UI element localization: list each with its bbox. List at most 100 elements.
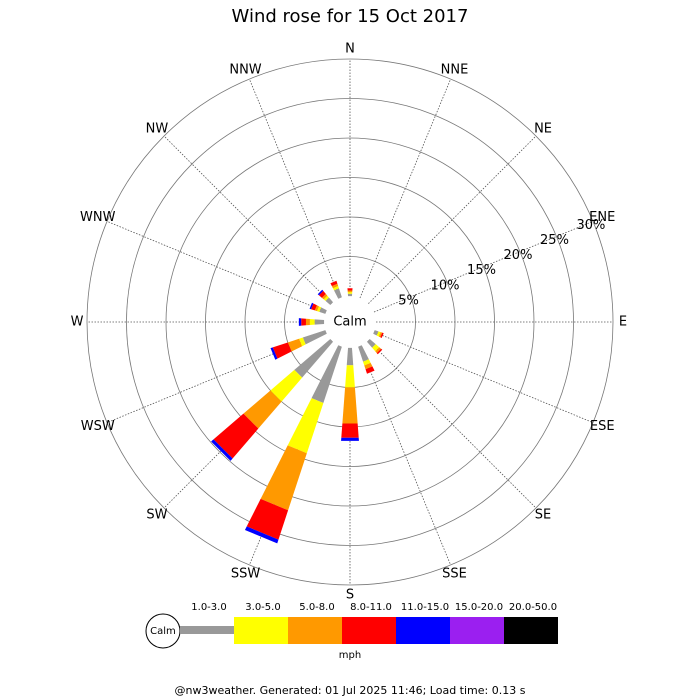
bar-segment: [299, 337, 306, 347]
bar-segment: [334, 288, 342, 299]
direction-label: S: [346, 588, 354, 603]
spoke: [373, 220, 594, 313]
direction-label: NNW: [229, 62, 261, 77]
direction-label: W: [71, 315, 84, 330]
bar-segment: [376, 348, 383, 355]
legend-calm-label: Calm: [150, 626, 176, 637]
direction-label: NW: [146, 121, 169, 136]
bar-segment: [270, 347, 278, 360]
direction-label: E: [619, 315, 627, 330]
bar-segment: [347, 288, 353, 291]
bar-segment: [213, 413, 259, 459]
direction-label: SSW: [231, 567, 261, 582]
bar-segment: [302, 330, 327, 345]
bar-segment: [346, 347, 354, 366]
bar-segment: [342, 387, 358, 424]
legend-swatch: [342, 617, 396, 644]
legend-swatch: [396, 617, 450, 644]
bar-segment: [380, 332, 384, 338]
bar-segment: [323, 295, 329, 301]
chart-title: Wind rose for 15 Oct 2017: [232, 6, 469, 27]
bar-segment: [317, 289, 324, 296]
bar-segment: [365, 366, 375, 374]
bar-segment: [309, 302, 314, 310]
legend-label: 8.0-11.0: [350, 602, 392, 613]
calm-circle: [328, 300, 372, 344]
bar-segment: [287, 398, 324, 454]
bar-segment: [314, 319, 325, 325]
spoke: [359, 78, 452, 299]
bar-segment: [243, 390, 282, 429]
ring-label: 25%: [540, 233, 569, 248]
legend-label: 20.0-50.0: [509, 602, 557, 613]
legend-label: 5.0-8.0: [299, 602, 334, 613]
legend-label: 11.0-15.0: [401, 602, 449, 613]
direction-label: N: [345, 42, 355, 57]
bar-segment: [294, 338, 334, 378]
direction-label: SE: [535, 508, 551, 523]
bar-segment: [376, 331, 381, 337]
bar-segment: [373, 330, 379, 336]
legend-swatch: [234, 617, 288, 644]
legend-swatch: [504, 617, 558, 644]
bar-segment: [311, 345, 342, 403]
bar-segment: [345, 365, 355, 388]
spoke: [368, 135, 537, 304]
ring: [86, 58, 614, 586]
bar-segment: [366, 338, 376, 348]
bar-segment: [246, 498, 289, 540]
bar-segment: [298, 318, 302, 326]
bar-segment: [358, 345, 369, 362]
bar-segment: [211, 439, 233, 461]
legend-swatch: [180, 626, 234, 634]
direction-label: WNW: [80, 210, 116, 225]
legend-unit: mph: [339, 650, 361, 661]
bar-segment: [318, 290, 326, 298]
spoke: [163, 135, 332, 304]
direction-label: ESE: [590, 419, 615, 434]
direction-label: NE: [534, 121, 552, 136]
bar-segment: [287, 338, 303, 352]
ring-label: 10%: [431, 278, 460, 293]
bar-segment: [317, 306, 322, 312]
direction-label: SSE: [442, 567, 467, 582]
bar-segment: [375, 347, 382, 354]
bar-segment: [347, 292, 353, 294]
bar-segment: [331, 283, 339, 289]
legend-swatch: [450, 617, 504, 644]
bar-segment: [363, 359, 371, 366]
footer: @nw3weather. Generated: 01 Jul 2025 11:4…: [175, 684, 526, 697]
ring: [126, 98, 574, 546]
bar-segment: [332, 286, 339, 291]
bar-segment: [341, 437, 359, 441]
ring-label: 15%: [467, 263, 496, 278]
direction-label: WSW: [81, 419, 115, 434]
bar-segment: [272, 342, 292, 359]
ring-label: 5%: [398, 293, 419, 308]
calm-label: Calm: [333, 315, 366, 330]
ring-label: 20%: [504, 248, 533, 263]
bar-segment: [341, 423, 359, 438]
bar-segment: [311, 303, 317, 311]
bar-segment: [321, 293, 328, 300]
spoke: [359, 345, 452, 566]
direction-label: NNE: [441, 62, 469, 77]
spoke: [106, 220, 327, 313]
direction-label: SW: [146, 508, 167, 523]
bar-segment: [347, 290, 353, 293]
ring: [165, 137, 535, 507]
spoke: [248, 78, 341, 299]
bar-segment: [364, 362, 373, 370]
legend-label: 1.0-3.0: [191, 602, 226, 613]
bar-segment: [319, 307, 327, 314]
ring-label: 30%: [577, 218, 606, 233]
bar-segment: [301, 318, 306, 326]
bar-segment: [270, 369, 303, 402]
bar-segment: [325, 297, 334, 306]
spoke: [373, 331, 594, 424]
bar-segment: [260, 445, 307, 511]
bar-segment: [378, 332, 383, 338]
legend-label: 15.0-20.0: [455, 602, 503, 613]
legend-label: 3.0-5.0: [245, 602, 280, 613]
